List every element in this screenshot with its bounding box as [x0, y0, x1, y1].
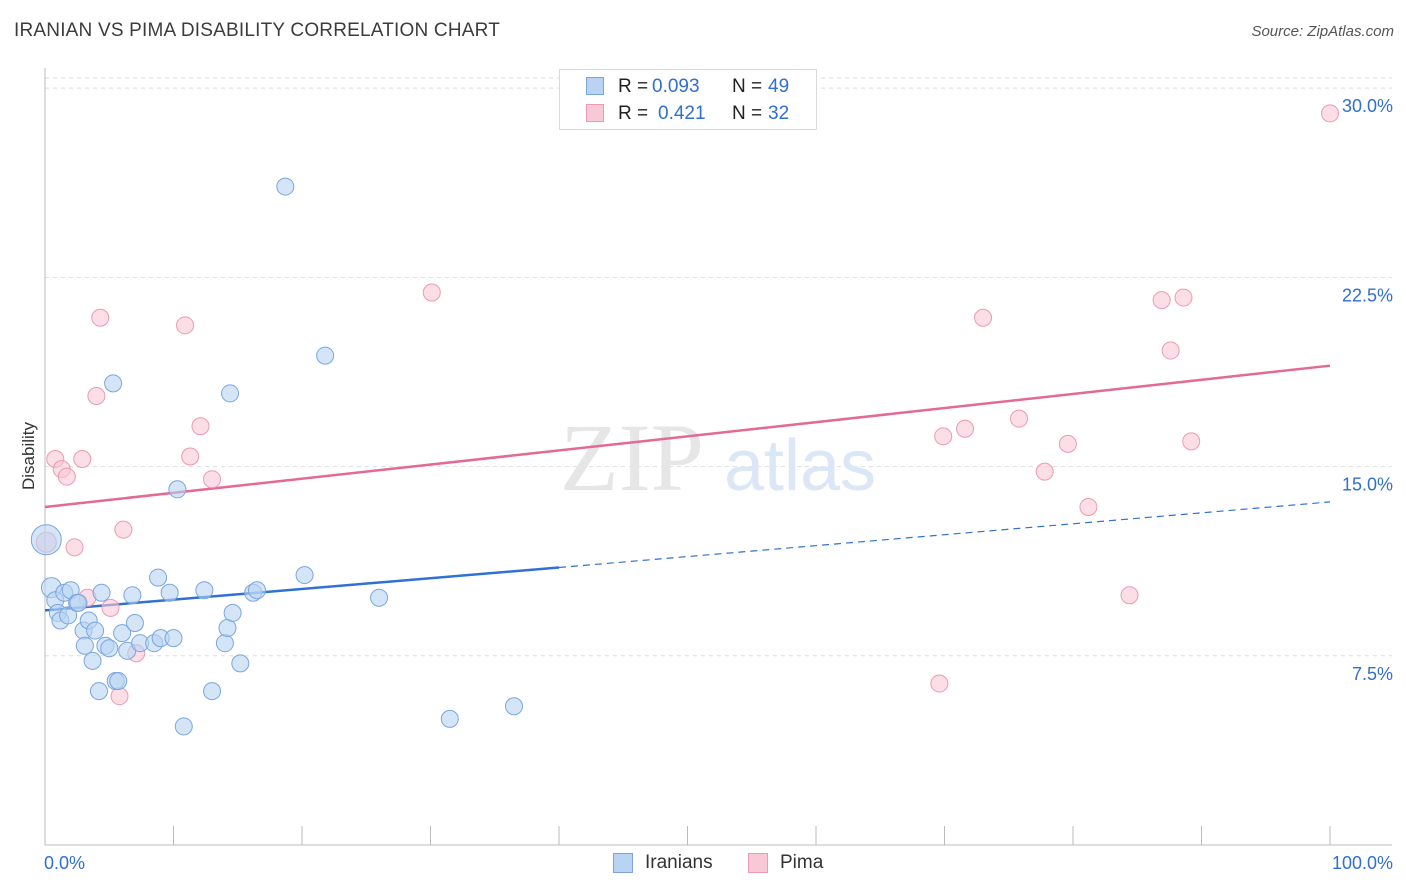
iranians-point	[370, 588, 389, 607]
iranians-point	[69, 593, 88, 612]
pima-point	[176, 316, 195, 335]
legend-label-iranians: Iranians	[645, 852, 713, 873]
data-points	[30, 104, 1339, 736]
pima-point	[974, 308, 993, 327]
watermark-atlas: atlas	[724, 426, 876, 506]
pima-point	[191, 417, 210, 436]
iranians-point	[195, 581, 214, 600]
pima-point	[1321, 104, 1339, 123]
pima-point	[1010, 409, 1029, 428]
iranians-point	[109, 672, 128, 691]
iranians-point	[92, 583, 111, 602]
iranians-point	[83, 651, 102, 670]
pima-point	[203, 470, 222, 489]
iranians-point	[104, 374, 123, 393]
pima-swatch	[586, 104, 604, 122]
pima-point	[65, 538, 84, 557]
iranians-point	[231, 654, 250, 673]
correlation-legend: R = 0.093 N = 49 R = 0.421 N = 32	[559, 69, 817, 130]
pima-point	[1152, 291, 1171, 310]
iranians-point	[248, 581, 267, 600]
y-tick-label: 15.0%	[1342, 475, 1393, 495]
iranians-point	[149, 568, 168, 587]
chart-title: IRANIAN VS PIMA DISABILITY CORRELATION C…	[14, 20, 501, 41]
iranians-point	[86, 621, 105, 640]
x-tick-label: 100.0%	[1332, 853, 1393, 873]
gridlines	[45, 77, 1392, 657]
pima-point	[91, 308, 110, 327]
iranians-point	[75, 636, 94, 655]
pima-point	[181, 447, 200, 466]
iranians-point	[295, 566, 314, 585]
y-tick-label: 30.0%	[1342, 96, 1393, 116]
iranians-point	[440, 709, 459, 728]
pima-trend-line	[44, 364, 1331, 509]
pima-point	[87, 386, 106, 405]
iranians-point	[164, 629, 183, 648]
pima-point	[930, 674, 949, 693]
iranians-point	[125, 614, 144, 632]
pima-swatch	[748, 853, 768, 873]
pima-point	[57, 467, 76, 486]
pima-point	[956, 419, 975, 438]
pima-point	[934, 427, 953, 446]
pima-point	[1161, 341, 1180, 360]
pima-point	[1035, 462, 1054, 481]
iranians-point	[215, 634, 234, 653]
x-tick-label: 0.0%	[44, 853, 85, 873]
iranians-point	[223, 603, 242, 622]
iranians-point	[100, 639, 119, 658]
r-label: R =	[618, 76, 649, 97]
r-value: 0.093	[652, 76, 700, 97]
n-label: N =	[732, 76, 763, 97]
y-tick-label: 22.5%	[1342, 285, 1393, 305]
pima-point	[110, 687, 129, 706]
iranians-point	[316, 346, 335, 365]
pima-point	[1079, 497, 1098, 516]
iranians-point	[123, 586, 142, 605]
iranians-point	[160, 583, 179, 602]
r-label: R =	[618, 103, 649, 124]
y-tick-label: 7.5%	[1352, 664, 1393, 684]
source-label: Source: ZipAtlas.com	[1251, 23, 1394, 40]
legend-label-pima: Pima	[780, 852, 824, 873]
iranians-point	[276, 177, 295, 196]
iranians-point	[174, 717, 193, 736]
y-axis-label: Disability	[19, 421, 38, 490]
iranians-swatch	[613, 853, 633, 873]
iranians-point	[30, 524, 62, 556]
tick-labels: 7.5% 15.0% 22.5% 30.0% 0.0% 100.0%	[44, 96, 1393, 873]
iranians-trend-extension	[558, 501, 1331, 569]
iranians-point	[218, 619, 237, 638]
iranians-point	[505, 697, 524, 716]
pima-point	[101, 598, 120, 617]
iranians-point	[113, 624, 132, 643]
pima-point	[422, 283, 441, 302]
axes	[44, 68, 1392, 846]
pima-point	[1120, 586, 1139, 605]
watermark-zip: ZIP	[560, 404, 704, 511]
pima-point	[1174, 288, 1193, 307]
pima-point	[73, 450, 92, 469]
iranians-point	[203, 682, 222, 701]
iranians-point	[59, 606, 78, 625]
iranians-point	[89, 682, 108, 701]
pima-point	[1182, 432, 1201, 451]
pima-point	[114, 520, 133, 539]
r-value: 0.421	[658, 103, 706, 124]
iranians-swatch	[586, 77, 604, 95]
n-value: 32	[768, 103, 790, 124]
n-label: N =	[732, 103, 763, 124]
n-value: 49	[768, 76, 790, 97]
iranians-point	[168, 480, 187, 499]
pima-point	[1058, 434, 1077, 453]
iranians-point	[221, 384, 240, 403]
